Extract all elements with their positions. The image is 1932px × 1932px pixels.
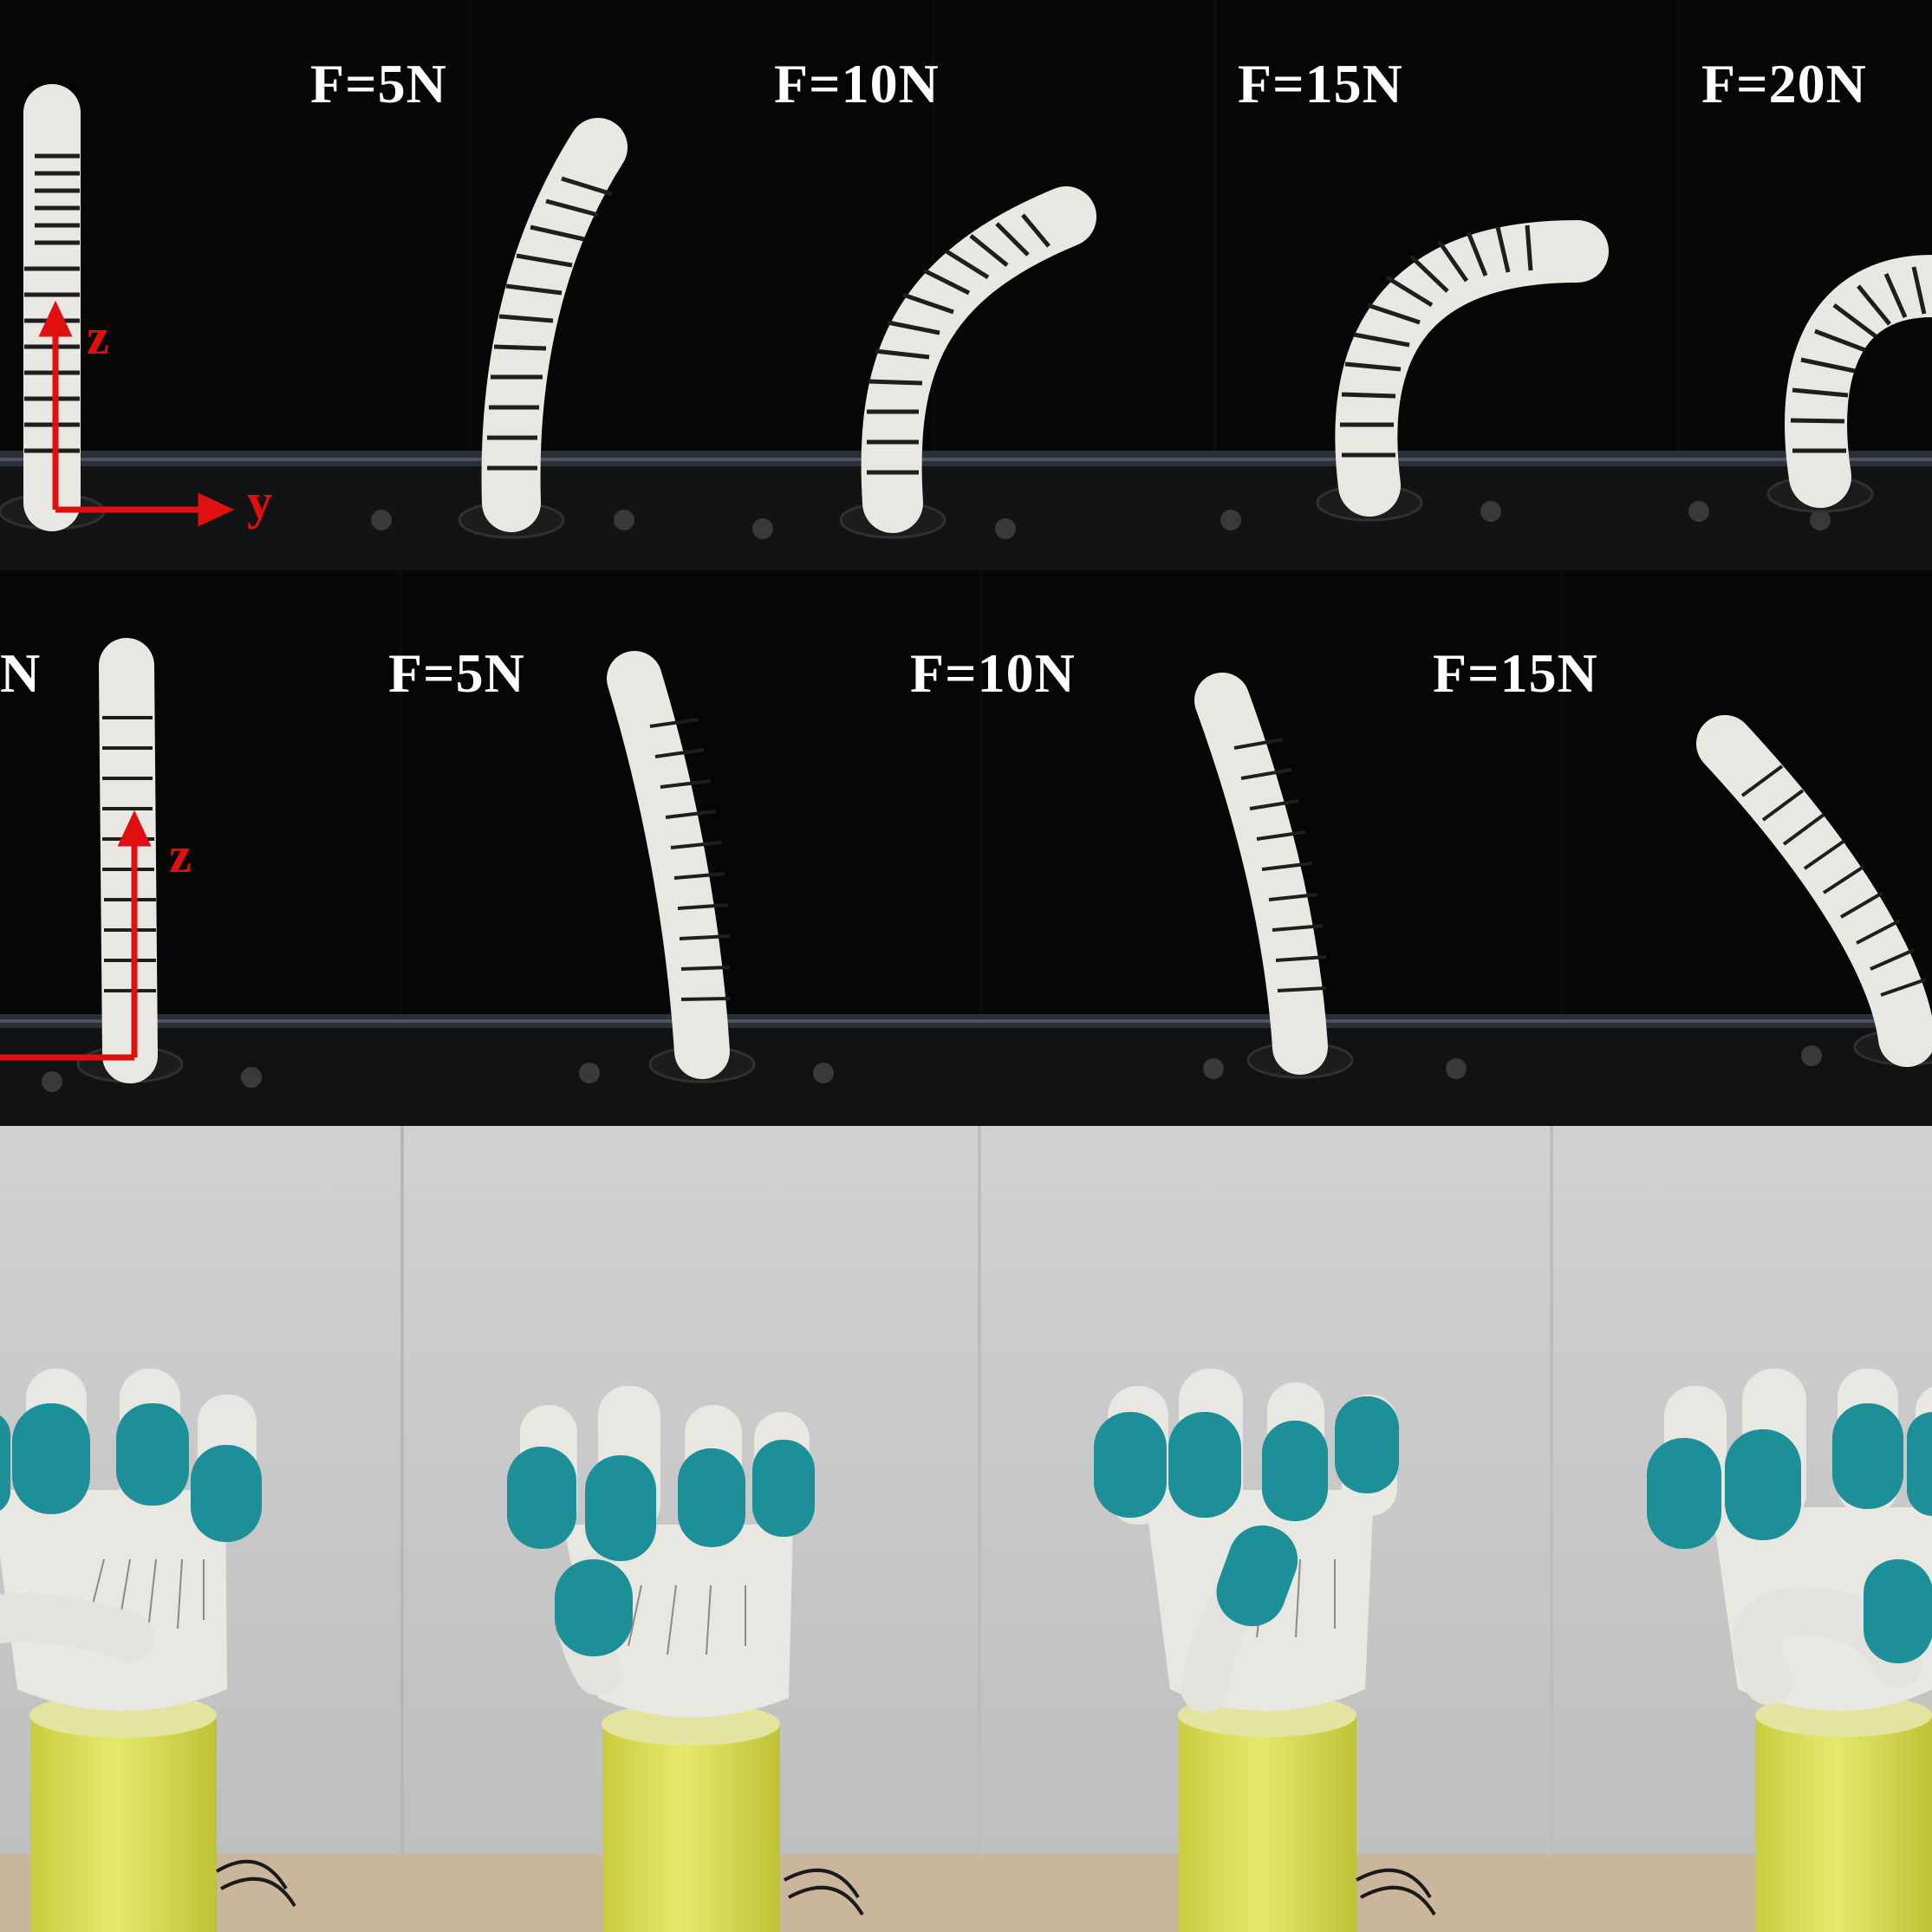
axis-z-label: z [87, 309, 109, 365]
axis-y-label: y [247, 473, 272, 530]
force-label: F=10N [774, 53, 940, 114]
force-label: N [0, 642, 42, 704]
row-x-bending-photo [0, 570, 1932, 1126]
robotic-hand [0, 1369, 262, 1932]
row-y-bending: z y F=5N F=10N F=15N F=20N [0, 0, 1932, 570]
row-x-bending: N z F=5N F=10N F=15N [0, 570, 1932, 1126]
force-label: F=10N [910, 642, 1076, 704]
axis-z-label: z [169, 827, 192, 883]
robotic-hand [507, 1386, 815, 1932]
force-label: F=5N [388, 642, 525, 704]
robotic-hand [1647, 1369, 1932, 1932]
robotic-hand [1094, 1369, 1399, 1932]
force-label: F=5N [310, 53, 447, 114]
force-label: F=15N [1433, 642, 1598, 704]
force-label: F=20N [1701, 53, 1867, 114]
force-label: F=15N [1238, 53, 1403, 114]
robotic-hand-photo [0, 1126, 1932, 1932]
row-y-bending-photo [0, 0, 1932, 570]
row-robotic-hand [0, 1126, 1932, 1932]
